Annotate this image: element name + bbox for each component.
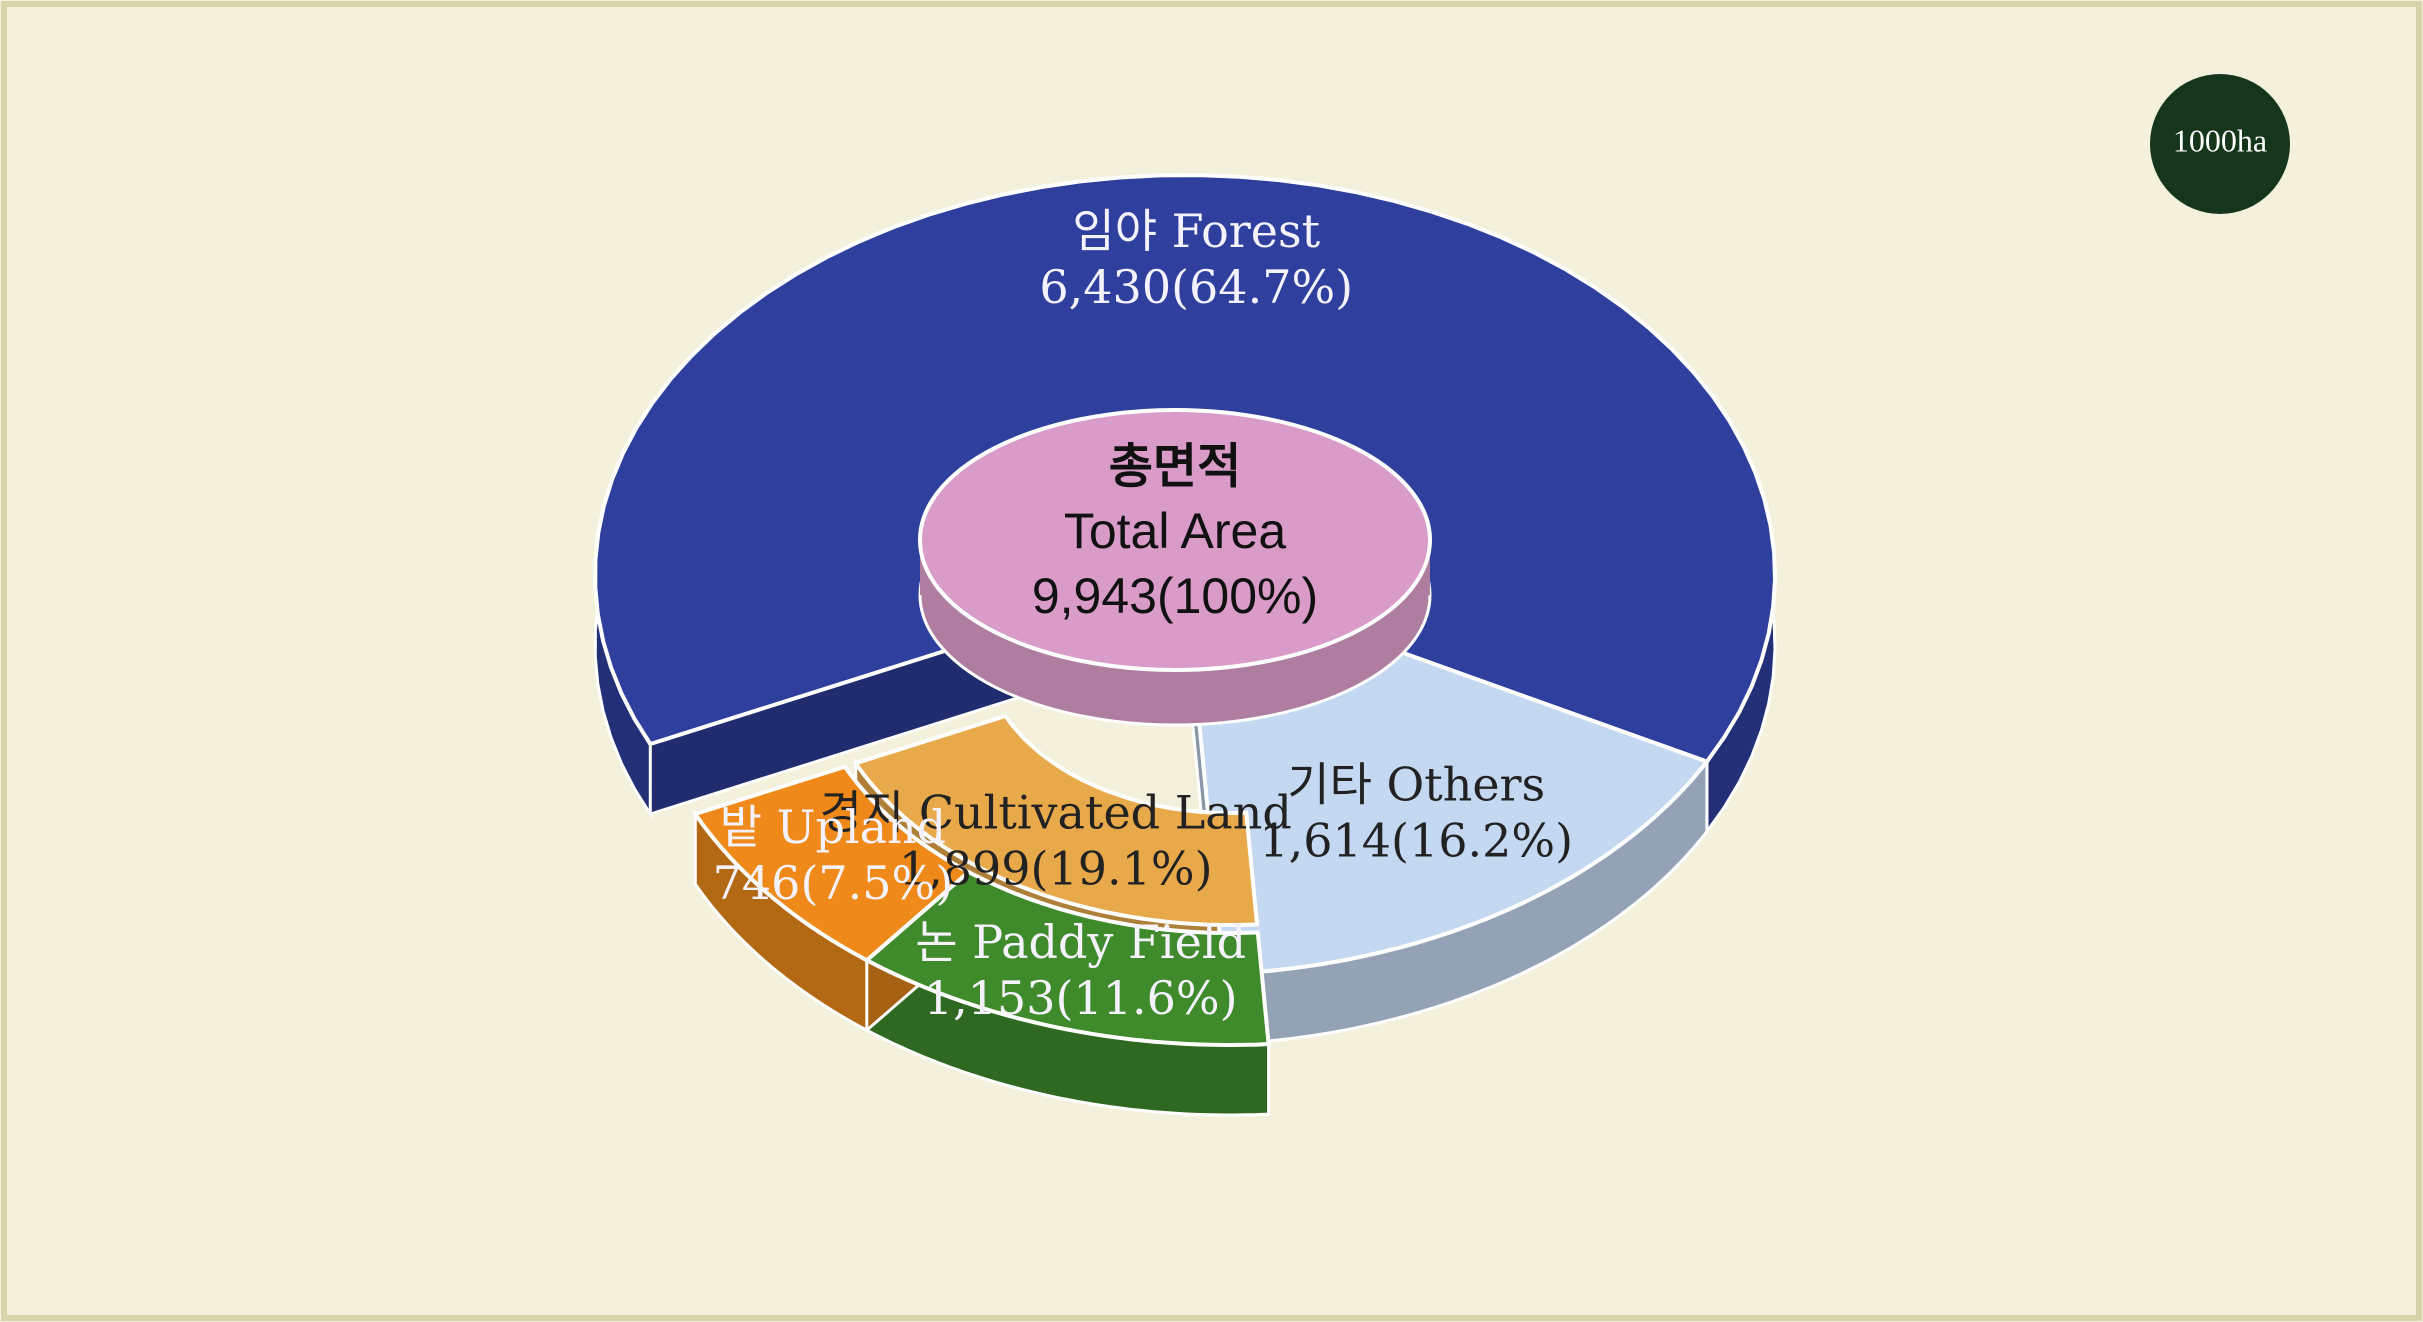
- slice-value: 6,430(64.7%): [1039, 260, 1353, 314]
- slice-value: 1,614(16.2%): [1259, 814, 1573, 868]
- slice: [692, 764, 972, 963]
- slice-label: 임야 Forest: [1072, 204, 1320, 258]
- slice-label: 기타 Others: [1287, 758, 1545, 812]
- hub: [918, 408, 1432, 672]
- slice: [852, 713, 1260, 927]
- unit-label: 1000ha: [2173, 122, 2267, 158]
- unit-badge: [2150, 74, 2290, 214]
- slice-label: 경지 Cultivated Land: [820, 786, 1292, 840]
- slice-value: 1,899(19.1%): [899, 842, 1213, 896]
- slice-label: 논 Paddy Field: [915, 915, 1246, 969]
- center-value: 9,943(100%): [1032, 568, 1318, 624]
- slice-label: 밭 Upland: [720, 800, 946, 854]
- center-label: Total Area: [1064, 503, 1287, 559]
- center-label: 총면적: [1109, 441, 1241, 494]
- slice-value: 746(7.5%): [713, 856, 954, 910]
- slice-value: 1,153(11.6%): [924, 971, 1238, 1025]
